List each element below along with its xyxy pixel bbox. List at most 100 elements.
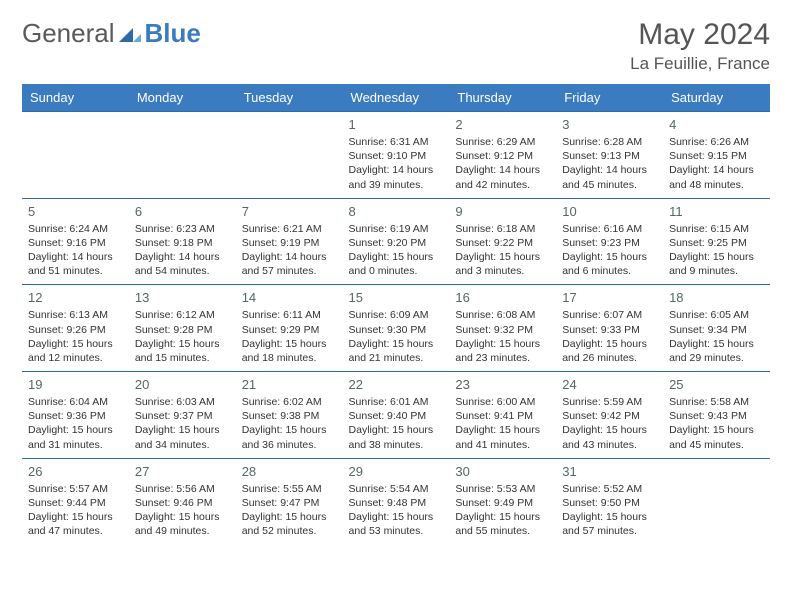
day-number: 23: [455, 377, 550, 392]
daylight-text: Daylight: 15 hours and 31 minutes.: [28, 423, 123, 451]
sunrise-text: Sunrise: 6:04 AM: [28, 395, 123, 409]
calendar-cell: 11 Sunrise: 6:15 AMSunset: 9:25 PMDayligh…: [663, 198, 770, 285]
logo-text-general: General: [22, 18, 115, 49]
day-info: Sunrise: 5:55 AMSunset: 9:47 PMDaylight:…: [242, 482, 337, 539]
logo-text-blue: Blue: [145, 18, 201, 49]
day-number: 4: [669, 117, 764, 132]
day-number: 6: [135, 204, 230, 219]
calendar-cell: 15 Sunrise: 6:09 AMSunset: 9:30 PMDayligh…: [343, 285, 450, 372]
sunset-text: Sunset: 9:50 PM: [562, 496, 657, 510]
calendar-row: 5Sunrise: 6:24 AMSunset: 9:16 PMDaylight…: [22, 198, 770, 285]
daylight-text: Daylight: 15 hours and 53 minutes.: [349, 510, 444, 538]
day-number: 20: [135, 377, 230, 392]
day-info: Sunrise: 6:08 AMSunset: 9:32 PMDaylight:…: [455, 308, 550, 365]
day-number: 15: [349, 290, 444, 305]
sunrise-text: Sunrise: 6:23 AM: [135, 222, 230, 236]
calendar-cell: 1Sunrise: 6:31 AMSunset: 9:10 PMDaylight…: [343, 112, 450, 199]
calendar-cell: 7Sunrise: 6:21 AMSunset: 9:19 PMDaylight…: [236, 198, 343, 285]
sunrise-text: Sunrise: 6:31 AM: [349, 135, 444, 149]
sunrise-text: Sunrise: 5:57 AM: [28, 482, 123, 496]
calendar-cell: [22, 112, 129, 199]
daylight-text: Daylight: 14 hours and 57 minutes.: [242, 250, 337, 278]
day-info: Sunrise: 6:05 AMSunset: 9:34 PMDaylight:…: [669, 308, 764, 365]
sunrise-text: Sunrise: 6:07 AM: [562, 308, 657, 322]
month-title: May 2024: [630, 18, 770, 52]
daylight-text: Daylight: 15 hours and 49 minutes.: [135, 510, 230, 538]
sunset-text: Sunset: 9:40 PM: [349, 409, 444, 423]
daylight-text: Daylight: 15 hours and 26 minutes.: [562, 337, 657, 365]
sunrise-text: Sunrise: 6:00 AM: [455, 395, 550, 409]
day-info: Sunrise: 6:16 AMSunset: 9:23 PMDaylight:…: [562, 222, 657, 279]
daylight-text: Daylight: 15 hours and 55 minutes.: [455, 510, 550, 538]
day-info: Sunrise: 6:15 AMSunset: 9:25 PMDaylight:…: [669, 222, 764, 279]
day-number: 11: [669, 204, 764, 219]
sunrise-text: Sunrise: 5:53 AM: [455, 482, 550, 496]
sunrise-text: Sunrise: 6:28 AM: [562, 135, 657, 149]
sunrise-text: Sunrise: 6:08 AM: [455, 308, 550, 322]
calendar-cell: 18Sunrise: 6:05 AMSunset: 9:34 PMDayligh…: [663, 285, 770, 372]
sunrise-text: Sunrise: 6:21 AM: [242, 222, 337, 236]
sunrise-text: Sunrise: 6:26 AM: [669, 135, 764, 149]
day-info: Sunrise: 6:00 AMSunset: 9:41 PMDaylight:…: [455, 395, 550, 452]
day-info: Sunrise: 6:02 AMSunset: 9:38 PMDaylight:…: [242, 395, 337, 452]
calendar-cell: 28 Sunrise: 5:55 AMSunset: 9:47 PMDayligh…: [236, 458, 343, 544]
sunrise-text: Sunrise: 6:16 AM: [562, 222, 657, 236]
sunset-text: Sunset: 9:47 PM: [242, 496, 337, 510]
calendar-cell: 21Sunrise: 6:02 AMSunset: 9:38 PMDayligh…: [236, 372, 343, 459]
calendar-cell: 30 Sunrise: 5:53 AMSunset: 9:49 PMDayligh…: [449, 458, 556, 544]
sunset-text: Sunset: 9:19 PM: [242, 236, 337, 250]
calendar-cell: 5Sunrise: 6:24 AMSunset: 9:16 PMDaylight…: [22, 198, 129, 285]
day-info: Sunrise: 6:09 AMSunset: 9:30 PMDaylight:…: [349, 308, 444, 365]
sunset-text: Sunset: 9:49 PM: [455, 496, 550, 510]
sunset-text: Sunset: 9:28 PM: [135, 323, 230, 337]
sunset-text: Sunset: 9:13 PM: [562, 149, 657, 163]
day-number: 10: [562, 204, 657, 219]
day-info: Sunrise: 6:28 AMSunset: 9:13 PMDaylight:…: [562, 135, 657, 192]
calendar-cell: 9Sunrise: 6:18 AMSunset: 9:22 PMDaylight…: [449, 198, 556, 285]
day-number: 8: [349, 204, 444, 219]
sunrise-text: Sunrise: 6:11 AM: [242, 308, 337, 322]
logo: General Blue: [22, 18, 201, 49]
daylight-text: Daylight: 15 hours and 3 minutes.: [455, 250, 550, 278]
daylight-text: Daylight: 15 hours and 34 minutes.: [135, 423, 230, 451]
daylight-text: Daylight: 15 hours and 6 minutes.: [562, 250, 657, 278]
calendar-cell: 17Sunrise: 6:07 AMSunset: 9:33 PMDayligh…: [556, 285, 663, 372]
sunrise-text: Sunrise: 6:15 AM: [669, 222, 764, 236]
calendar-cell: 8Sunrise: 6:19 AMSunset: 9:20 PMDaylight…: [343, 198, 450, 285]
day-number: 28: [242, 464, 337, 479]
header: General Blue May 2024 La Feuillie, Franc…: [22, 18, 770, 74]
sunrise-text: Sunrise: 5:59 AM: [562, 395, 657, 409]
daylight-text: Daylight: 15 hours and 57 minutes.: [562, 510, 657, 538]
calendar-cell: [663, 458, 770, 544]
day-number: 2: [455, 117, 550, 132]
sunset-text: Sunset: 9:12 PM: [455, 149, 550, 163]
day-number: 25: [669, 377, 764, 392]
calendar-cell: 25Sunrise: 5:58 AMSunset: 9:43 PMDayligh…: [663, 372, 770, 459]
calendar-cell: 2Sunrise: 6:29 AMSunset: 9:12 PMDaylight…: [449, 112, 556, 199]
dayhead-tue: Tuesday: [236, 84, 343, 112]
calendar-cell: 24Sunrise: 5:59 AMSunset: 9:42 PMDayligh…: [556, 372, 663, 459]
sunrise-text: Sunrise: 6:24 AM: [28, 222, 123, 236]
calendar-cell: 6Sunrise: 6:23 AMSunset: 9:18 PMDaylight…: [129, 198, 236, 285]
page: General Blue May 2024 La Feuillie, Franc…: [0, 0, 792, 554]
calendar-cell: 20 Sunrise: 6:03 AMSunset: 9:37 PMDayligh…: [129, 372, 236, 459]
daylight-text: Daylight: 15 hours and 15 minutes.: [135, 337, 230, 365]
sunrise-text: Sunrise: 6:19 AM: [349, 222, 444, 236]
sunset-text: Sunset: 9:33 PM: [562, 323, 657, 337]
day-info: Sunrise: 6:04 AMSunset: 9:36 PMDaylight:…: [28, 395, 123, 452]
sunrise-text: Sunrise: 5:56 AM: [135, 482, 230, 496]
sunset-text: Sunset: 9:36 PM: [28, 409, 123, 423]
day-info: Sunrise: 6:03 AMSunset: 9:37 PMDaylight:…: [135, 395, 230, 452]
daylight-text: Daylight: 15 hours and 21 minutes.: [349, 337, 444, 365]
sunrise-text: Sunrise: 5:52 AM: [562, 482, 657, 496]
sunset-text: Sunset: 9:18 PM: [135, 236, 230, 250]
sunrise-text: Sunrise: 6:13 AM: [28, 308, 123, 322]
location-subtitle: La Feuillie, France: [630, 54, 770, 74]
day-number: 30: [455, 464, 550, 479]
sunrise-text: Sunrise: 6:02 AM: [242, 395, 337, 409]
sunrise-text: Sunrise: 6:03 AM: [135, 395, 230, 409]
daylight-text: Daylight: 15 hours and 29 minutes.: [669, 337, 764, 365]
day-info: Sunrise: 6:01 AMSunset: 9:40 PMDaylight:…: [349, 395, 444, 452]
sunrise-text: Sunrise: 6:01 AM: [349, 395, 444, 409]
sunset-text: Sunset: 9:29 PM: [242, 323, 337, 337]
